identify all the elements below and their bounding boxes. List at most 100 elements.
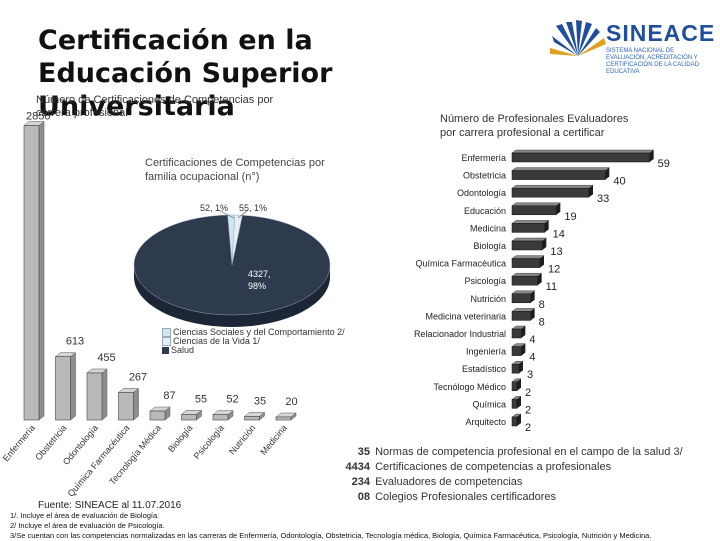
hbar-side [556,202,561,215]
hbar-value-label: 12 [548,264,560,276]
hbar [511,187,590,198]
right-chart-title: Número de Profesionales Evaluadores por … [440,113,629,139]
hbar-side [537,273,542,286]
pie-leader-line [237,209,249,219]
hbar-category-label: Educación [464,206,506,216]
legend-item: Ciencias de la Vida 1/ [162,337,345,346]
left-chart-title: Número de Certificaciones de Competencia… [36,94,274,119]
bar [149,410,166,421]
summary-number: 08 [357,491,370,503]
hbar-value-label: 8 [539,299,545,311]
bar-value-label: 455 [97,352,115,364]
bar-value-label: 35 [254,395,266,407]
pie-label-large-value: 4327, [248,269,271,279]
category-label: Medicina [258,423,289,457]
hbar-value-label: 2 [525,387,531,399]
legend-item: Salud [162,346,345,355]
summary-text: Certificaciones de competencias a profes… [375,461,612,473]
hbar [511,275,538,286]
hbar-value-label: 3 [527,369,533,381]
bar [244,416,260,421]
legend-item: Ciencias Sociales y del Comportamiento 2… [162,328,345,337]
summary-row: 08 Colegios Profesionales certificadores [330,490,710,505]
hbar-value-label: 33 [597,193,609,205]
page-title: Certificación en la Educación Superior U… [38,25,333,122]
hbar-side [605,167,610,180]
hbar [511,152,650,163]
logo-subtitle: SISTEMA NACIONAL DE EVALUACIÓN, ACREDITA… [606,48,699,75]
hbar-side [517,414,521,426]
hbar [511,328,522,339]
hbar-side [521,343,526,356]
footnotes: 1/. Incluye el área de evaluación de Bio… [10,511,715,541]
summary-number: 4434 [345,461,370,473]
hbar-category-label: Ingeniería [466,347,506,357]
category-label: Nutrición [227,423,257,457]
hbar [511,205,557,216]
summary-row: 35 Normas de competencia profesional en … [330,445,710,460]
hbar-value-label: 2 [525,404,531,416]
pie-label-small-a: 52, 1% [200,203,229,213]
hbar-value-label: 19 [564,211,576,223]
category-label: Psicología [192,423,226,461]
hbar [511,381,518,392]
hbar-top [511,237,547,242]
hbar-top [511,149,655,154]
hbar-value-label: 4 [529,334,535,346]
hbar-side [530,308,535,321]
bar [55,356,71,421]
summary-row: 4434 Certificaciones de competencias a p… [330,460,710,475]
hbar-side [544,220,549,233]
sineace-logo [548,16,698,80]
bar-value-label: 613 [66,336,84,348]
hbar-top [511,255,545,259]
hbar-value-label: 11 [546,281,557,293]
hbar-category-label: Nutrición [470,294,506,304]
bar-value-label: 2850 [26,111,50,123]
hbar-top [511,308,536,312]
hbar-category-label: Estadístico [462,364,506,374]
pie-label-large-percent: 98% [248,281,267,291]
hbar [511,258,541,268]
hbar-side [589,185,593,198]
hbar-value-label: 4 [529,352,535,364]
summary-row: 234 Evaluadores de competencias [330,475,710,490]
hbar-side [521,326,526,338]
pie-chart-title: Certificaciones de Competencias por fami… [145,157,325,183]
hbar-side [517,396,521,409]
legend-label: Salud [171,345,195,355]
pie-slice [133,214,331,316]
legend-label: Ciencias de la Vida 1/ [173,336,260,346]
source-note: Fuente: SINEACE al 11.07.2016 [38,500,182,511]
logo-name: SINEACE [606,20,716,46]
bar-side [133,387,139,421]
hbar-side [542,238,547,250]
hbar-side [530,290,535,303]
hbar [511,363,520,374]
hbar [511,293,531,304]
summary-text: Evaluadores de competencias [375,476,523,488]
category-label: Química Farmacéutica [66,423,132,499]
hbar-value-label: 40 [613,176,625,188]
legend-label: Ciencias Sociales y del Comportamiento 2… [173,327,345,337]
summary-text: Colegios Profesionales certificadores [375,491,557,503]
footnote: 2/ Incluye el área de evaluación de Psic… [10,521,165,530]
hbar-value-label: 13 [550,246,562,258]
pie-label-large: 4327, 98% [248,268,271,292]
hbar-value-label: 14 [553,228,565,240]
bar-value-label: 20 [285,396,297,408]
hbar-side [519,361,523,374]
hbar-category-label: Arquitecto [465,417,506,427]
hbar-category-label: Obstetricia [463,171,506,181]
bar-side [70,352,76,421]
bar-value-label: 52 [226,394,238,406]
bar-value-label: 55 [195,393,207,405]
bar [86,372,103,421]
hbar-category-label: Biología [473,241,506,251]
summary-number: 35 [357,446,370,458]
hbar-top [511,202,561,207]
category-label: Biología [166,423,195,454]
summary-number: 234 [351,476,370,488]
hbar-side [649,150,654,162]
